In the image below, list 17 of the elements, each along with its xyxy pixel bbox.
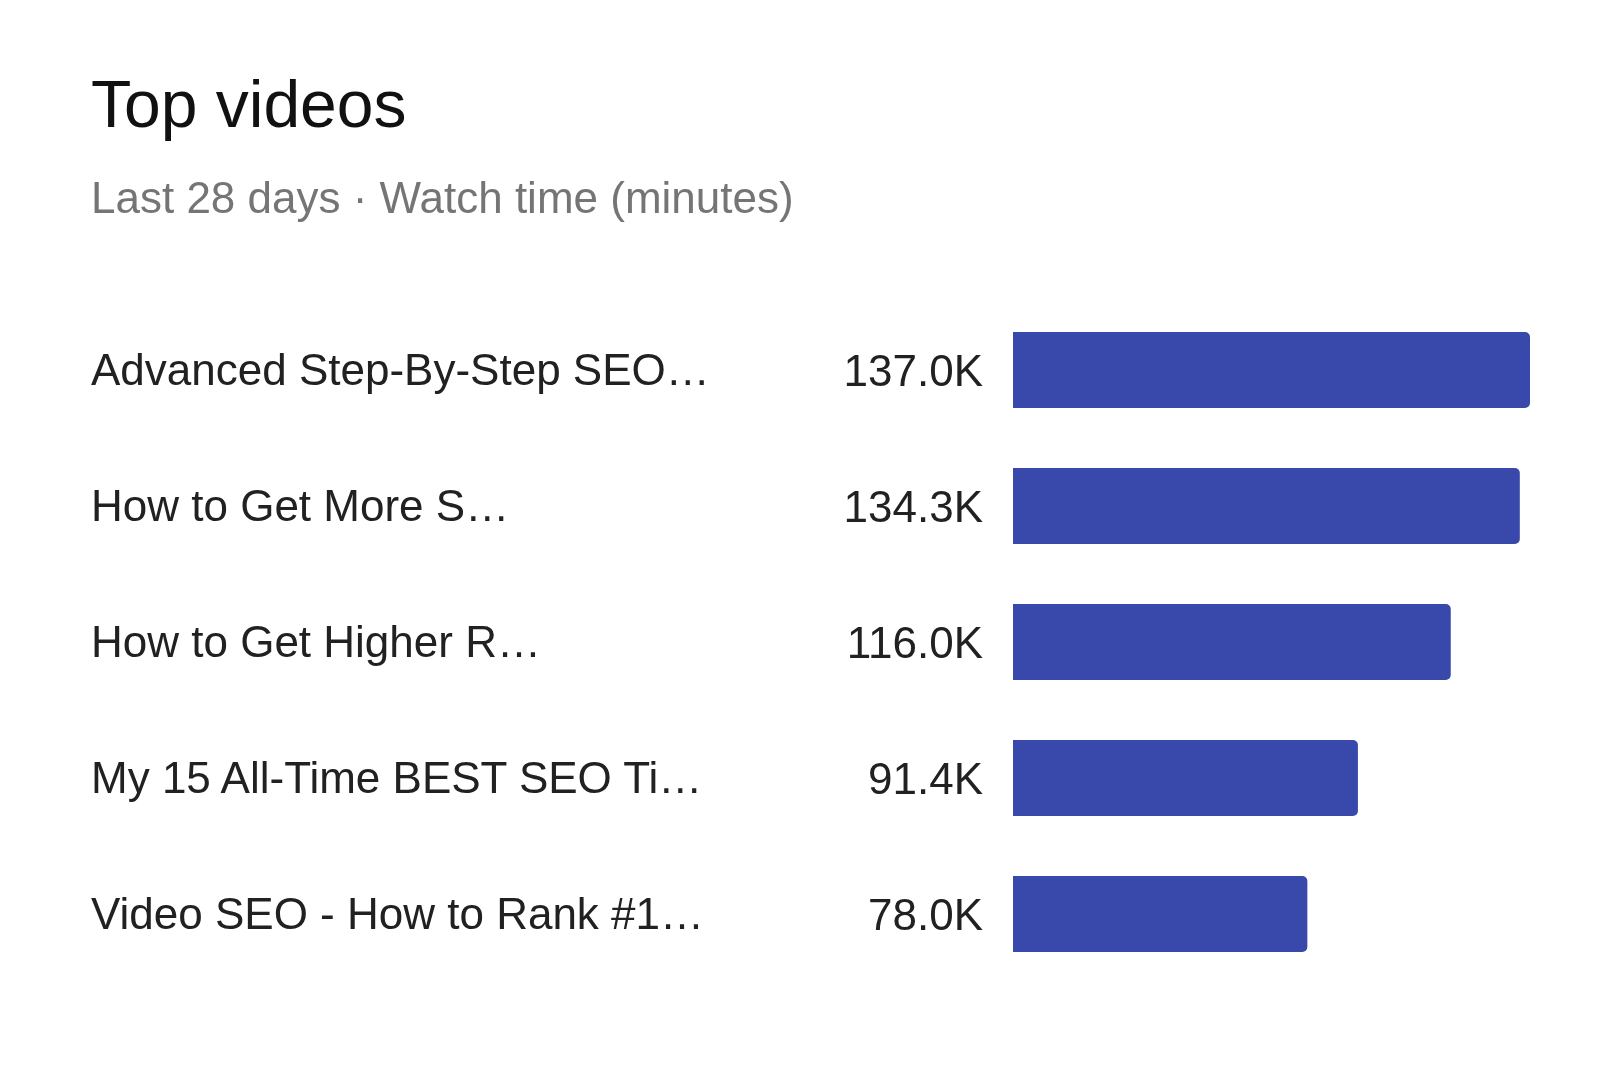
y-tick-label: My 15 All-Time BEST SEO Ti… (91, 753, 703, 802)
data-label: 137.0K (843, 345, 983, 395)
y-tick-label: How to Get More S… (91, 481, 510, 530)
bar (1013, 331, 1530, 408)
y-tick-label: How to Get Higher R… (91, 617, 541, 666)
bar (1013, 739, 1358, 816)
data-label: 116.0K (846, 617, 983, 667)
bar (1013, 603, 1451, 680)
text: Top videos (91, 66, 407, 142)
y-tick-label: Video SEO - How to Rank #1… (91, 889, 705, 938)
data-label: 91.4K (868, 753, 983, 803)
text: Last 28 days · Watch time (minutes) (91, 173, 794, 223)
bar (1013, 467, 1520, 544)
data-label: 134.3K (843, 481, 983, 531)
y-tick-label: Advanced Step-By-Step SEO… (91, 345, 710, 394)
bar (1013, 875, 1308, 952)
data-label: 78.0K (868, 889, 983, 939)
